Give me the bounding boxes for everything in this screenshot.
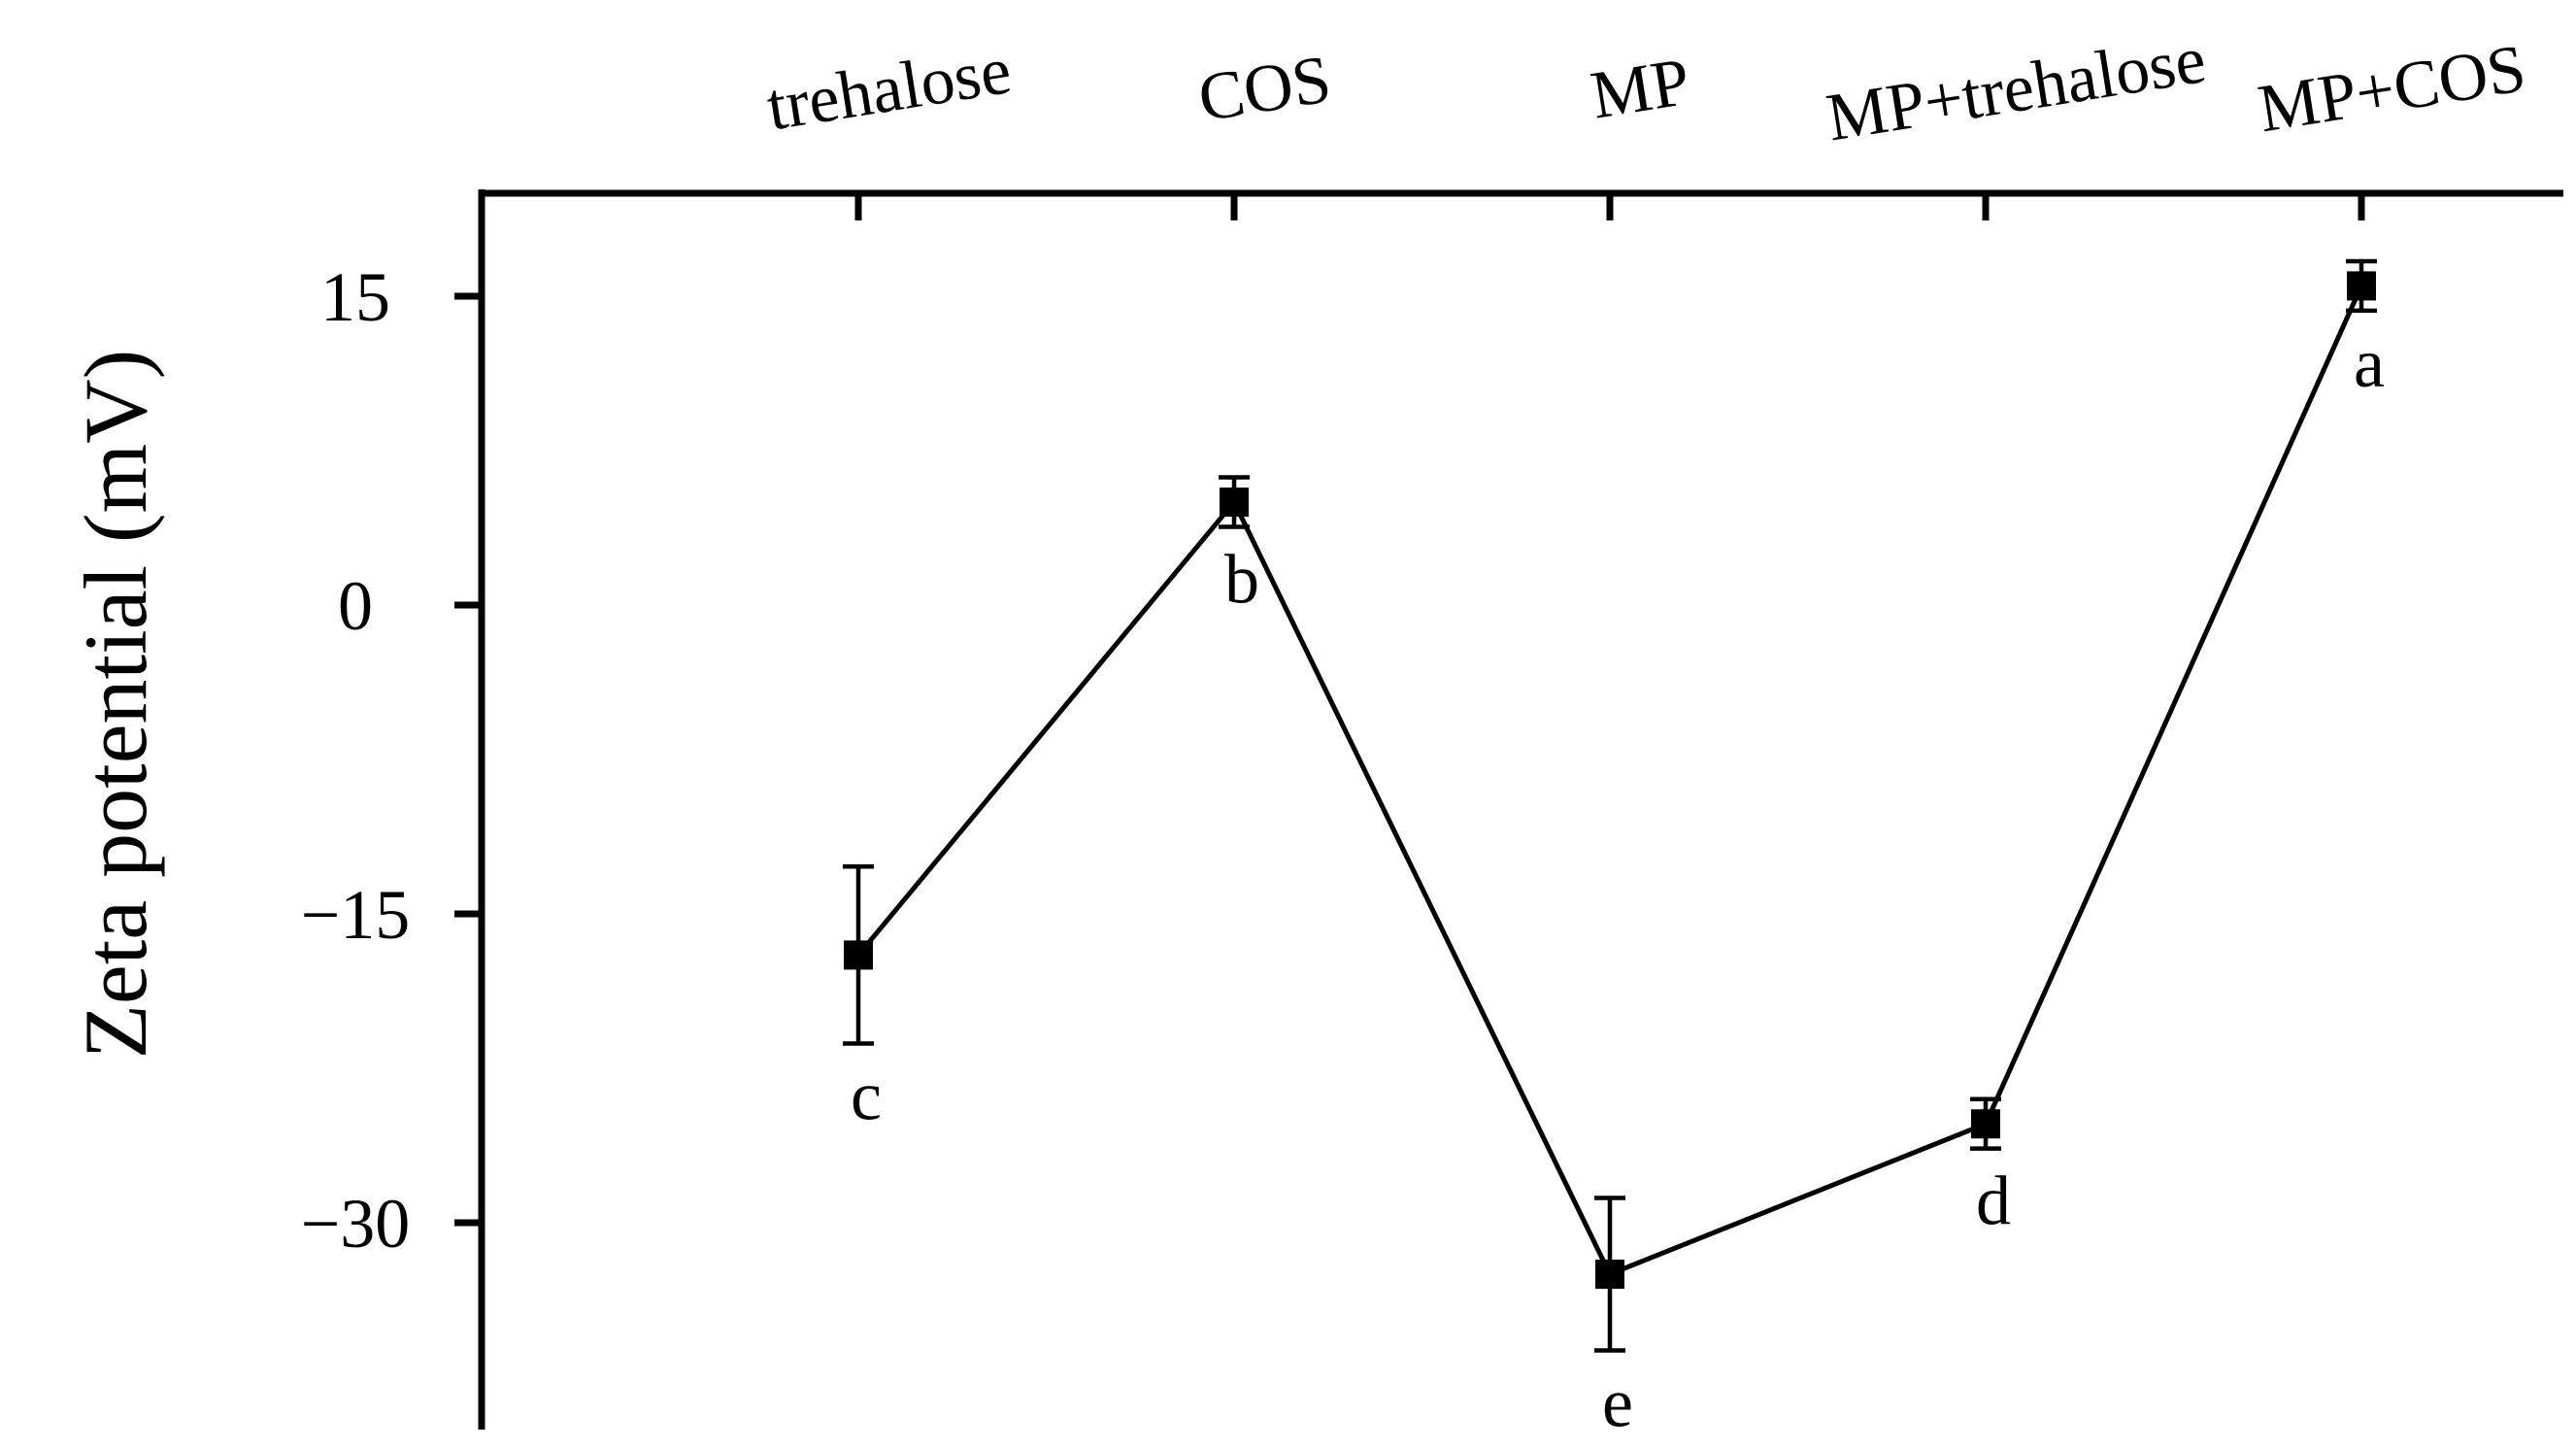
data-point-marker xyxy=(1971,1109,2000,1139)
data-point-marker xyxy=(844,940,873,970)
series: c b e d a xyxy=(843,258,2385,1441)
x-tick-label: MP xyxy=(1586,45,1694,134)
significance-letter: a xyxy=(2354,324,2385,402)
significance-letter: c xyxy=(851,1058,882,1135)
data-point-marker xyxy=(2347,271,2376,301)
x-tick-label: MP+trehalose xyxy=(1822,22,2211,156)
axes xyxy=(478,189,2563,1430)
y-ticks: 15 0 −15 −30 xyxy=(301,258,482,1263)
significance-letter: e xyxy=(1602,1364,1633,1441)
y-tick-label: 0 xyxy=(338,567,373,645)
y-tick-label: −30 xyxy=(301,1185,411,1263)
x-tick-label: MP+COS xyxy=(2254,31,2530,147)
x-tick-label: trehalose xyxy=(762,33,1017,146)
y-tick-label: −15 xyxy=(301,876,411,954)
y-tick-label: 15 xyxy=(320,258,390,336)
series-line xyxy=(856,285,2364,1278)
significance-letter: b xyxy=(1224,540,1259,618)
y-axis-label: Zeta potential (mV) xyxy=(66,350,165,1060)
data-point-marker xyxy=(1595,1260,1624,1289)
data-point-marker xyxy=(1220,488,1249,517)
x-tick-label: COS xyxy=(1193,42,1336,136)
significance-letter: d xyxy=(1976,1163,2011,1240)
